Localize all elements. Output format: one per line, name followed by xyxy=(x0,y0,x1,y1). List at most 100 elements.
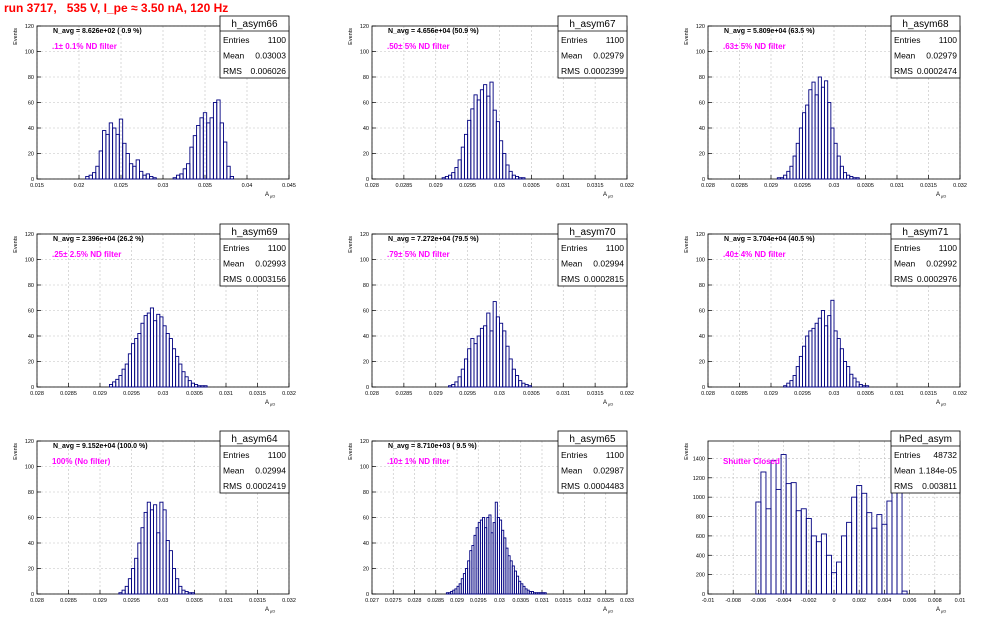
y-tick-label: 100 xyxy=(360,465,369,471)
y-tick-label: 100 xyxy=(25,50,34,56)
histogram-bin xyxy=(115,133,120,180)
y-tick-label: 20 xyxy=(28,360,34,366)
y-tick-label: 1000 xyxy=(693,495,705,501)
x-tick-label: 0.029 xyxy=(450,598,464,604)
stats-mean-value: 0.02994 xyxy=(255,466,286,476)
x-tick-label: 0.032 xyxy=(953,391,967,397)
histogram-bin xyxy=(448,385,453,388)
histogram-bin xyxy=(852,377,857,388)
stats-box xyxy=(557,15,628,79)
histogram-bin xyxy=(444,175,449,180)
navg-label: N_avg = 7.272e+04 (79.5 %) xyxy=(388,236,479,243)
histogram-name: h_asym71 xyxy=(902,227,949,238)
histogram-bin xyxy=(827,102,832,180)
x-tick-label: 0.0295 xyxy=(459,391,476,397)
histogram-bin xyxy=(841,535,848,595)
histogram-bin xyxy=(124,585,129,595)
histogram-bin xyxy=(765,508,772,595)
x-tick-label: 0.03 xyxy=(158,598,169,604)
histogram-bin xyxy=(98,150,103,180)
histogram-bin xyxy=(181,589,186,595)
histogram-bin xyxy=(121,589,126,595)
y-tick-label: 40 xyxy=(699,126,705,132)
y-tick-label: 80 xyxy=(699,75,705,81)
x-tick-label: 0.03 xyxy=(494,391,505,397)
histogram-bin xyxy=(786,170,791,180)
histogram-bin xyxy=(132,165,137,180)
stats-mean-value: 0.03003 xyxy=(255,51,286,61)
y-tick-label: 40 xyxy=(363,334,369,340)
histogram-name: h_asym68 xyxy=(902,19,949,30)
y-axis-label: Events xyxy=(684,28,690,45)
y-axis-label: Events xyxy=(348,28,354,45)
histogram-bin xyxy=(184,376,189,388)
x-tick-label: -0.002 xyxy=(801,598,817,604)
x-tick-label: 0 xyxy=(832,598,835,604)
histogram-bin xyxy=(219,122,224,180)
histogram-bin xyxy=(187,380,192,388)
histogram-bin xyxy=(810,535,817,595)
stats-box xyxy=(219,223,290,287)
x-tick-label: 0.031 xyxy=(219,391,233,397)
histogram-name: h_asym65 xyxy=(569,434,616,445)
y-tick-label: 60 xyxy=(363,101,369,107)
histogram-bin xyxy=(514,375,520,388)
histogram-bin xyxy=(115,378,120,388)
y-tick-label: 40 xyxy=(28,126,34,132)
histogram-bin xyxy=(866,512,873,595)
stats-box xyxy=(890,15,961,79)
y-tick-label: 120 xyxy=(696,232,705,238)
stats-entries-value: 1100 xyxy=(268,243,287,253)
histogram-bin xyxy=(189,146,194,180)
stats-mean-value: 0.02979 xyxy=(593,51,624,61)
histogram-bin xyxy=(846,521,853,595)
stats-rms-label: RMS xyxy=(894,66,913,76)
y-tick-label: 60 xyxy=(28,101,34,107)
histogram-bin xyxy=(179,173,184,180)
panel-h_asym69: 0.028 0.0285 0.029 0.0295 0.03 0.0305 0.031 0.0… xyxy=(13,223,296,407)
histogram-bin xyxy=(153,504,158,595)
histogram-bin xyxy=(140,527,145,595)
histogram-bin xyxy=(216,99,221,180)
histogram-bin xyxy=(200,385,205,388)
stats-rms-value: 0.0002474 xyxy=(917,66,957,76)
histogram-bin xyxy=(165,540,170,595)
histogram-bin xyxy=(871,527,878,595)
stats-rms-value: 0.0002399 xyxy=(584,66,624,76)
histogram-bin xyxy=(159,501,164,595)
filter-note: .25± 2.5% ND filter xyxy=(52,250,121,259)
x-tick-label: 0.0305 xyxy=(512,598,529,604)
y-tick-label: 0 xyxy=(31,385,34,391)
histogram-bin xyxy=(790,482,797,595)
histogram-bin xyxy=(780,177,785,180)
stats-rms-label: RMS xyxy=(561,274,580,284)
histogram-bin xyxy=(190,382,195,388)
stats-mean-label: Mean xyxy=(223,466,245,476)
histogram-bin xyxy=(833,142,838,180)
histogram-bin xyxy=(108,384,114,388)
x-tick-label: 0.028 xyxy=(701,391,715,397)
stats-box xyxy=(557,430,628,494)
histogram-bin xyxy=(795,142,800,180)
navg-label: N_avg = 2.396e+04 (26.2 %) xyxy=(53,236,144,243)
histogram-bin xyxy=(508,358,513,388)
x-axis-label: AμD xyxy=(936,192,946,199)
histogram-bin xyxy=(197,385,202,388)
histogram-bin xyxy=(518,380,523,388)
x-tick-label: -0.008 xyxy=(725,598,741,604)
x-tick-label: 0.028 xyxy=(408,598,422,604)
stats-entries-value: 1100 xyxy=(939,243,958,253)
x-tick-label: 0.031 xyxy=(890,391,904,397)
stats-rms-label: RMS xyxy=(894,274,913,284)
histogram-bin xyxy=(146,312,151,388)
histogram-bin xyxy=(121,368,126,388)
histogram-bin xyxy=(131,343,136,388)
x-tick-label: 0.03 xyxy=(158,183,169,189)
x-tick-label: 0.0295 xyxy=(470,598,487,604)
x-tick-label: 0.031 xyxy=(535,598,549,604)
histogram-bin xyxy=(785,483,792,595)
filter-note: .50± 5% ND filter xyxy=(387,42,450,51)
x-tick-label: 0.031 xyxy=(890,183,904,189)
histogram-name: hPed_asym xyxy=(899,434,952,445)
filter-note: Shutter Closed xyxy=(723,457,780,466)
